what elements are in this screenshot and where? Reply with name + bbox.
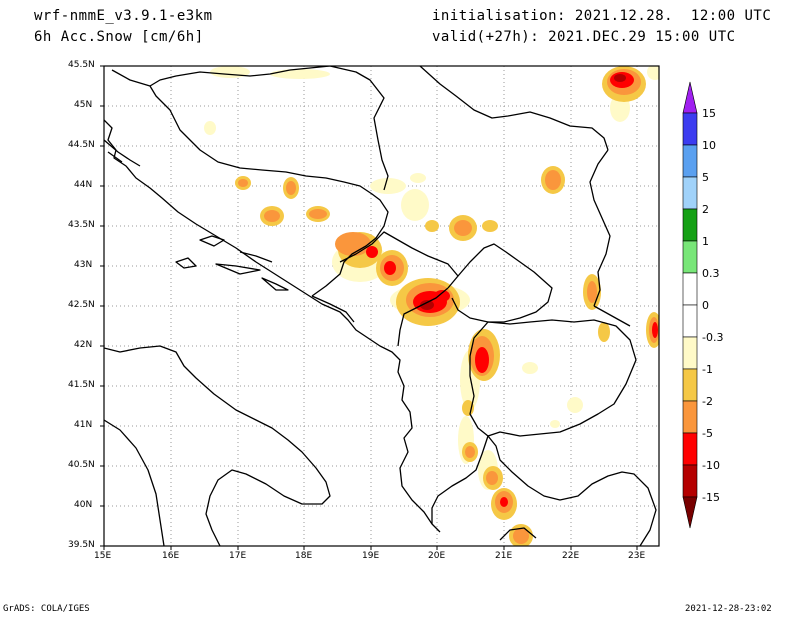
lat-label: 42.5N	[68, 300, 95, 310]
snowfall-shading	[204, 66, 659, 546]
lon-label: 17E	[229, 551, 247, 561]
lat-label: 43N	[74, 260, 93, 270]
lon-label: 23E	[628, 551, 646, 561]
colorbar-label: 1	[702, 235, 709, 248]
lat-label: 42N	[74, 340, 93, 350]
lat-label: 44.5N	[68, 140, 95, 150]
lon-label: 15E	[94, 551, 112, 561]
colorbar-label: 15	[702, 107, 716, 120]
lat-label: 40.5N	[68, 460, 95, 470]
colorbar-top-arrow	[682, 81, 698, 114]
colorbar-label: -2	[702, 395, 713, 408]
valid-time: valid(+27h): 2021.DEC.29 15:00 UTC	[432, 29, 736, 45]
lon-label: 21E	[495, 551, 513, 561]
lat-label: 40N	[74, 500, 93, 510]
colorbar-label: 0	[702, 299, 709, 312]
colorbar-label: 0.3	[702, 267, 720, 280]
lon-label: 16E	[162, 551, 180, 561]
colorbar-bottom-arrow	[682, 496, 698, 529]
colorbar-label: 5	[702, 171, 709, 184]
lat-label: 44N	[74, 180, 93, 190]
coastlines-borders	[104, 66, 657, 546]
colorbar-label: -15	[702, 491, 720, 504]
lon-label: 22E	[562, 551, 580, 561]
axis-ticks	[100, 65, 638, 550]
init-time: initialisation: 2021.12.28. 12:00 UTC	[432, 8, 772, 24]
colorbar-label: 10	[702, 139, 716, 152]
footer-credit: GrADS: COLA/IGES	[3, 604, 90, 614]
model-title: wrf-nmmE_v3.9.1-e3km	[34, 8, 213, 24]
lat-label: 43.5N	[68, 220, 95, 230]
lon-label: 19E	[362, 551, 380, 561]
lat-label: 41N	[74, 420, 93, 430]
footer-timestamp: 2021-12-28-23:02	[685, 604, 772, 614]
lat-label: 39.5N	[68, 540, 95, 550]
colorbar	[682, 81, 698, 529]
lon-label: 18E	[295, 551, 313, 561]
colorbar-label: -0.3	[702, 331, 724, 344]
colorbar-label: -5	[702, 427, 713, 440]
snow-extreme-areas	[420, 74, 626, 310]
lat-label: 41.5N	[68, 380, 95, 390]
colorbar-label: -10	[702, 459, 720, 472]
lat-label: 45N	[74, 100, 93, 110]
variable-title: 6h Acc.Snow [cm/6h]	[34, 29, 204, 45]
colorbar-label: -1	[702, 363, 713, 376]
lat-label: 45.5N	[68, 60, 95, 70]
lon-label: 20E	[428, 551, 446, 561]
colorbar-label: 2	[702, 203, 709, 216]
